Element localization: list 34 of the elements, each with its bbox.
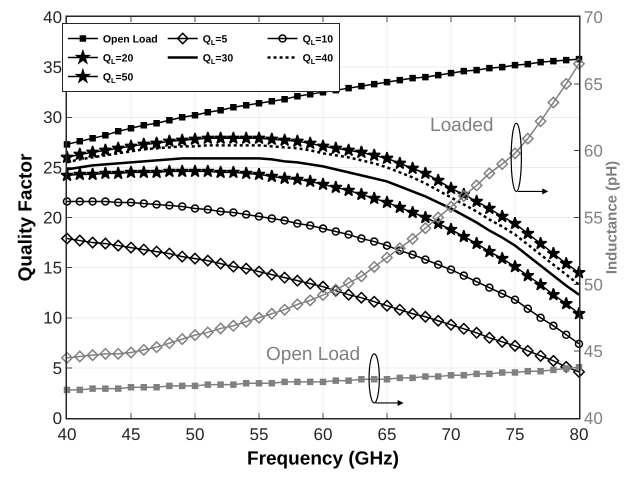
x-tick-label: 70 [442, 424, 460, 444]
y-axis-title: Quality Factor [15, 153, 36, 282]
y2-tick-label: 60 [584, 142, 603, 161]
y2-tick-label: 55 [584, 208, 603, 228]
legend-label: Q$_{L}$=10 [302, 34, 334, 47]
annotation: Loaded [430, 115, 494, 136]
legend-label: Q$_{L}$=50 [102, 72, 134, 85]
x-tick-label: 55 [250, 424, 268, 444]
x-tick-label: 60 [314, 424, 332, 444]
y-tick-label: 15 [43, 258, 62, 278]
x-axis-title: Frequency (GHz) [246, 448, 400, 470]
y-tick-label: 0 [52, 408, 62, 428]
y-tick-label: 10 [43, 308, 62, 328]
legend-label: Q$_{L}$=20 [102, 52, 134, 66]
legend-label: Q$_{L}$=30 [202, 52, 234, 66]
y-tick-label: 40 [43, 8, 62, 27]
legend-label: Open Load [102, 34, 158, 46]
y-tick-label: 35 [43, 58, 62, 78]
legend-label: Q$_{L}$=40 [302, 52, 334, 66]
x-tick-label: 65 [378, 424, 396, 444]
y2-tick-label: 45 [584, 342, 603, 362]
y2-tick-label: 65 [584, 74, 603, 94]
y-tick-label: 20 [43, 208, 62, 228]
legend-label: Q$_{L}$=5 [202, 34, 228, 47]
y-tick-label: 5 [52, 358, 62, 378]
y-tick-label: 25 [43, 158, 62, 178]
x-tick-label: 75 [506, 424, 524, 444]
x-tick-label: 50 [186, 424, 204, 444]
y-tick-label: 30 [43, 108, 62, 128]
annotation: Open Load [266, 344, 360, 365]
y2-axis-title: Inductance (pH) [604, 160, 621, 274]
y2-tick-label: 50 [584, 275, 603, 294]
y2-tick-label: 70 [584, 8, 603, 27]
x-tick-label: 45 [122, 424, 140, 444]
